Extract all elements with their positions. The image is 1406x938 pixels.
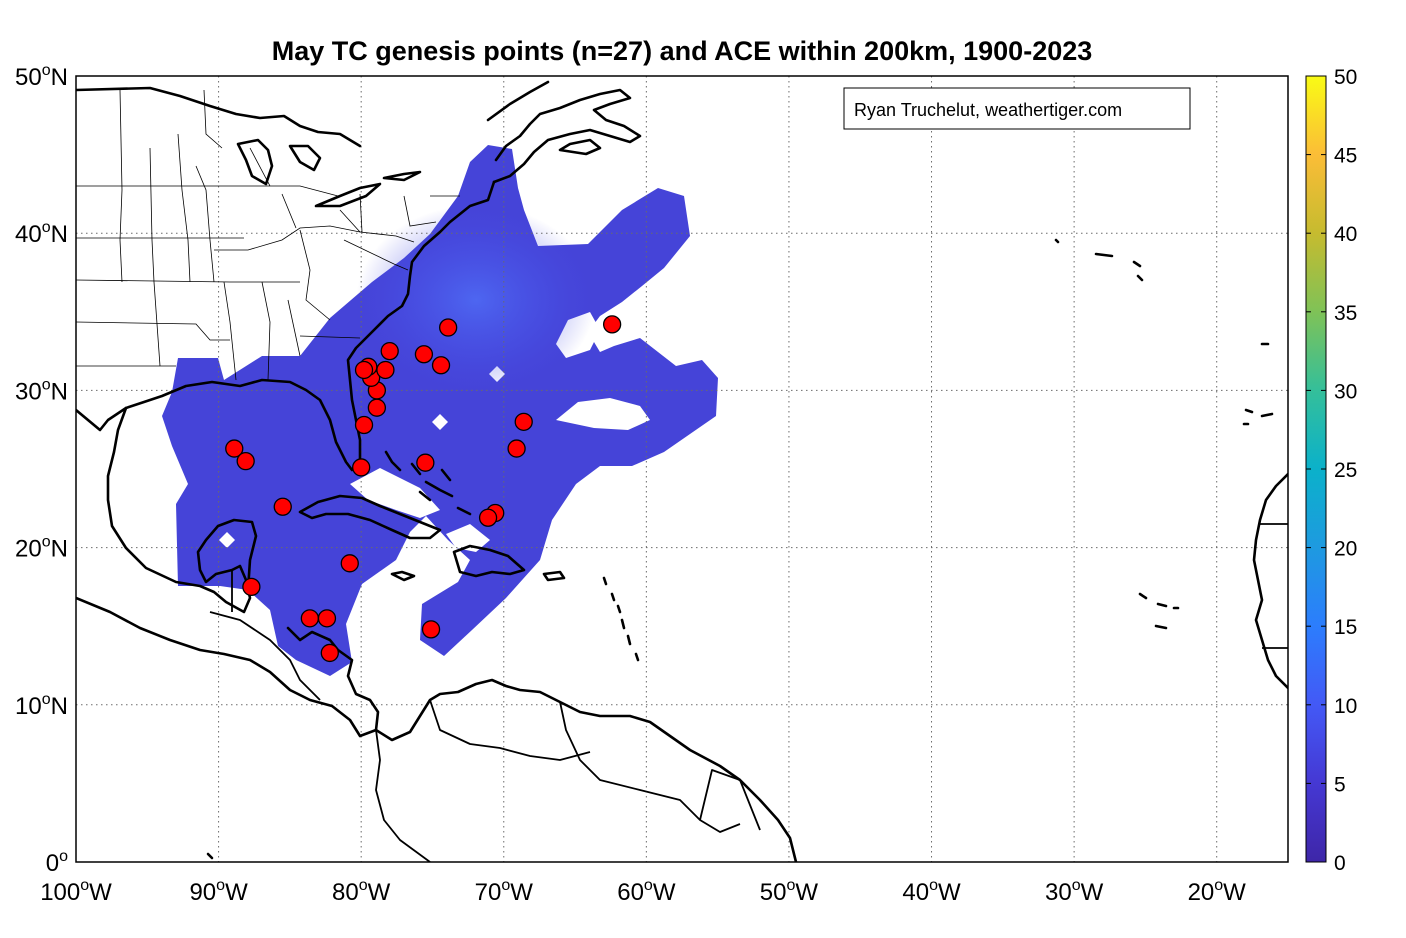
colorbar-tick-label: 30 [1334, 380, 1357, 403]
y-tick-label: 10oN [15, 691, 68, 720]
genesis-point [602, 315, 622, 334]
genesis-point [376, 360, 395, 380]
genesis-point [514, 412, 533, 431]
y-tick-labels: 0o 10oN 20oN 30oN 40oN 50oN [15, 62, 68, 877]
y-tick-label: 50oN [15, 62, 68, 91]
x-tick-label: 90oW [189, 877, 248, 906]
ace-hole-hispaniola [446, 524, 490, 552]
x-tick-label: 40oW [902, 877, 961, 906]
genesis-point [242, 577, 261, 597]
colorbar-tick-label: 5 [1334, 773, 1346, 796]
x-tick-label: 70oW [475, 877, 534, 906]
genesis-point [354, 360, 374, 380]
genesis-points [225, 315, 622, 663]
figure-title: May TC genesis points (n=27) and ACE wit… [272, 36, 1093, 66]
x-tick-label: 100oW [40, 877, 112, 906]
genesis-point [354, 415, 374, 435]
colorbar-tick-label: 35 [1334, 302, 1357, 325]
genesis-point [320, 643, 339, 663]
genesis-point [431, 356, 451, 375]
colorbar-tick-label: 15 [1334, 616, 1357, 639]
colorbar-tick-label: 0 [1334, 852, 1346, 875]
colorbar-tick-label: 45 [1334, 145, 1357, 168]
genesis-point [317, 609, 337, 628]
x-tick-label: 50oW [760, 877, 819, 906]
y-tick-label: 0o [46, 848, 68, 877]
x-tick-label: 60oW [617, 877, 676, 906]
x-tick-labels: 100oW 90oW 80oW 70oW 60oW 50oW 40oW 30oW 20oW [40, 877, 1246, 906]
genesis-point [367, 398, 387, 417]
y-tick-label: 40oN [15, 219, 68, 248]
genesis-point [300, 609, 319, 628]
coastlines [76, 80, 1288, 862]
genesis-point [478, 508, 498, 527]
ace-hotspot [356, 205, 596, 395]
colorbar-tick-label: 25 [1334, 459, 1357, 482]
ace-hole-south [556, 398, 650, 430]
x-tick-label: 80oW [332, 877, 391, 906]
map-frame [75, 75, 1289, 863]
credit-text: Ryan Truchelut, weathertiger.com [854, 100, 1122, 120]
genesis-point [380, 341, 399, 361]
x-tick-label: 30oW [1045, 877, 1104, 906]
genesis-point [352, 458, 371, 477]
state-boundaries [76, 89, 460, 381]
genesis-point [439, 318, 458, 337]
y-tick-label: 30oN [15, 376, 68, 405]
map-axes: Ryan Truchelut, weathertiger.com [76, 76, 1288, 862]
genesis-point [340, 554, 359, 573]
y-tick-label: 20oN [15, 534, 68, 563]
ace-hole-small-3 [219, 532, 235, 548]
genesis-point [225, 439, 244, 458]
colorbar-tick-label: 10 [1334, 695, 1357, 718]
colorbar-tick-label: 50 [1334, 66, 1357, 89]
ace-hole-cuba [350, 468, 440, 518]
ace-hole-small-2 [432, 414, 448, 430]
genesis-point [416, 453, 435, 472]
credit-box: Ryan Truchelut, weathertiger.com [843, 87, 1191, 130]
graticule [76, 76, 1288, 862]
genesis-point [236, 451, 255, 471]
genesis-point [507, 439, 526, 458]
genesis-point [414, 345, 434, 364]
colorbar: 0 5 10 15 20 25 30 35 40 45 50 [1305, 66, 1357, 875]
genesis-point [273, 497, 292, 516]
genesis-point [421, 620, 441, 639]
x-tick-label: 20oW [1188, 877, 1247, 906]
ace-field [162, 145, 718, 676]
colorbar-tick-label: 40 [1334, 223, 1357, 246]
colorbar-ticks: 0 5 10 15 20 25 30 35 40 45 50 [1306, 66, 1357, 875]
colorbar-tick-label: 20 [1334, 538, 1357, 561]
